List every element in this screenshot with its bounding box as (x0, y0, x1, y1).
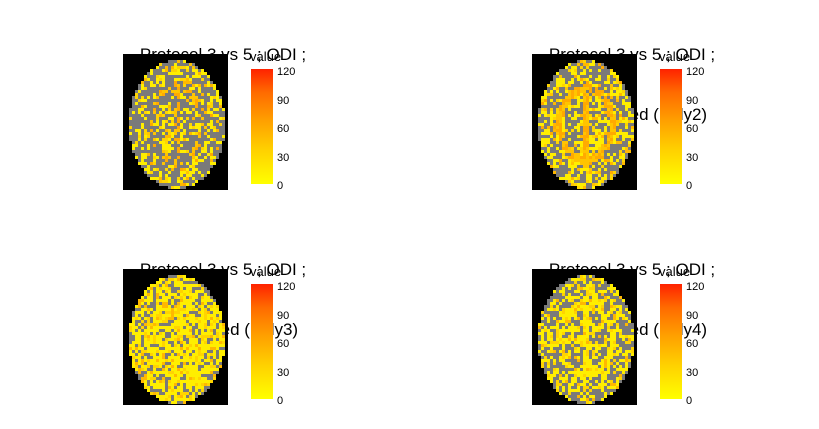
legend-tick-0: 0 (277, 395, 284, 407)
legend-title: value (250, 49, 282, 64)
legend-title: value (659, 49, 691, 64)
brain-slice-image (532, 54, 637, 190)
panel-poly3: Protocol 3 vs 5 ; ODI ; Harmonized (Poly… (123, 220, 423, 420)
brain-speckle-map (538, 275, 634, 404)
legend-tick-60: 60 (277, 123, 290, 135)
legend-tick-120: 120 (277, 66, 296, 78)
brain-slice-image (123, 269, 228, 405)
legend-tick-60: 60 (277, 338, 290, 350)
legend-tick-120: 120 (686, 66, 705, 78)
legend-title: value (250, 264, 282, 279)
legend-tick-90: 90 (686, 95, 699, 107)
panel-poly4: Protocol 3 vs 5 ; ODI ; Harmonized (Poly… (532, 220, 819, 420)
panel-poly2: Protocol 3 vs 5 ; ODI ; Harmonized (Poly… (532, 5, 819, 205)
brain-speckle-map (538, 60, 634, 189)
legend-tick-90: 90 (686, 310, 699, 322)
legend-tick-0: 0 (686, 395, 693, 407)
legend-tick-30: 30 (277, 367, 290, 379)
legend-tick-30: 30 (277, 152, 290, 164)
brain-slice-image (123, 54, 228, 190)
legend-tick-90: 90 (277, 310, 290, 322)
legend-tick-120: 120 (277, 281, 296, 293)
legend-tick-0: 0 (277, 180, 284, 192)
legend-tick-90: 90 (277, 95, 290, 107)
legend-tick-60: 60 (686, 338, 699, 350)
legend-tick-0: 0 (686, 180, 693, 192)
color-scale-bar (660, 69, 682, 184)
legend-tick-30: 30 (686, 367, 699, 379)
legend-tick-120: 120 (686, 281, 705, 293)
brain-slice-image (532, 269, 637, 405)
legend-title: value (659, 264, 691, 279)
color-scale-bar (660, 284, 682, 399)
brain-speckle-map (129, 60, 225, 189)
brain-speckle-map (129, 275, 225, 404)
legend-tick-30: 30 (686, 152, 699, 164)
panel-original: Protocol 3 vs 5 ; ODI ; Original value 1… (123, 5, 423, 205)
color-scale-bar (251, 69, 273, 184)
color-scale-bar (251, 284, 273, 399)
legend-tick-60: 60 (686, 123, 699, 135)
